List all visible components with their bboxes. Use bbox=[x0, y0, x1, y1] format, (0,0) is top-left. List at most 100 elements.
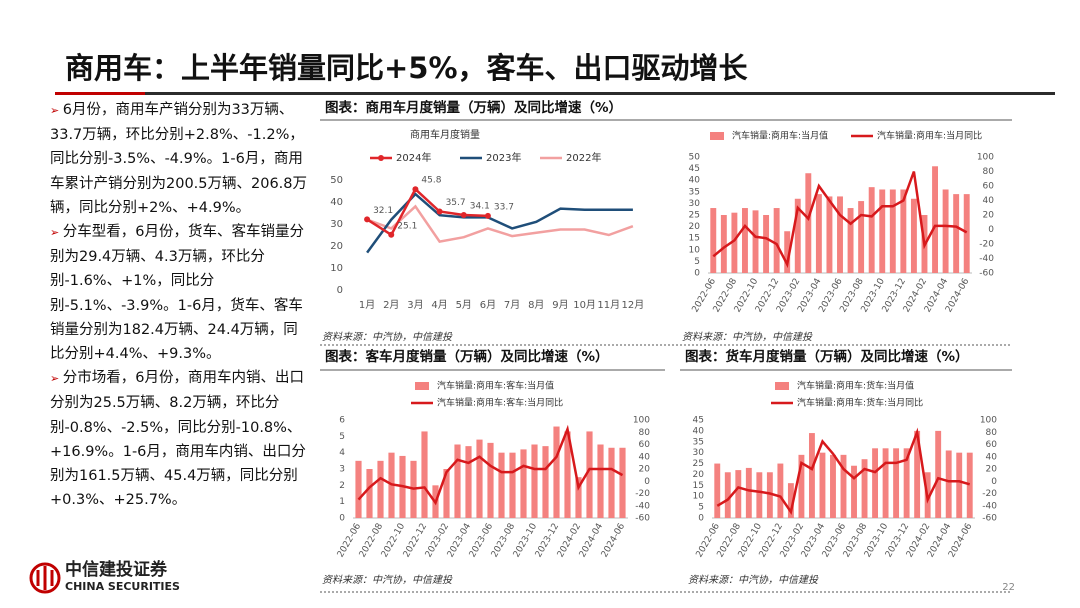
bar bbox=[756, 472, 763, 518]
bar bbox=[742, 208, 748, 273]
y2-tick-label: 80 bbox=[983, 167, 995, 177]
y-tick-label: 3 bbox=[339, 465, 345, 475]
y-tick-label: 0 bbox=[698, 514, 704, 524]
bar bbox=[443, 469, 450, 518]
y-tick-label: 20 bbox=[693, 470, 705, 480]
source-note: 资料来源：中汽协，中信建投 bbox=[322, 331, 453, 343]
y2-tick-label: -20 bbox=[979, 240, 994, 250]
bar bbox=[879, 189, 886, 273]
y2-tick-label: 40 bbox=[983, 196, 995, 206]
bar bbox=[714, 463, 721, 518]
title-accent bbox=[55, 92, 145, 95]
y2-tick-label: -40 bbox=[979, 254, 994, 264]
bar bbox=[735, 470, 742, 518]
y-tick-label: 10 bbox=[330, 263, 343, 274]
y2-tick-label: -40 bbox=[982, 501, 997, 511]
legend-label: 汽车销量:商用车:货车:当月同比 bbox=[797, 397, 923, 409]
y2-tick-label: 60 bbox=[983, 182, 995, 192]
y-tick-label: 10 bbox=[693, 492, 705, 502]
bullet: 分市场看，6月份，商用车内销、出口分别为25.5万辆、8.2万辆，环比分别-0.… bbox=[50, 366, 312, 512]
point bbox=[460, 211, 467, 218]
y-tick-label: 20 bbox=[689, 222, 701, 232]
bar bbox=[903, 448, 910, 518]
bar bbox=[910, 198, 917, 273]
y-tick-label: 25 bbox=[693, 459, 704, 469]
bar bbox=[830, 454, 836, 518]
bar bbox=[945, 450, 952, 518]
y-tick-label: 35 bbox=[693, 437, 704, 447]
y2-tick-label: 20 bbox=[986, 465, 998, 475]
x-tick-label: 12月 bbox=[622, 299, 645, 311]
legend-label: 2024年 bbox=[396, 151, 431, 164]
bar bbox=[752, 210, 759, 273]
bullet: 分车型看，6月份，货车、客车销量分别为29.4万辆、4.3万辆，环比分别-1.6… bbox=[50, 220, 312, 366]
line bbox=[366, 204, 634, 243]
bar bbox=[498, 452, 505, 518]
y2-tick-label: 80 bbox=[986, 428, 998, 438]
bar bbox=[766, 472, 773, 518]
y2-tick-label: 20 bbox=[983, 211, 995, 221]
bar bbox=[851, 465, 857, 518]
bar bbox=[608, 447, 615, 518]
logo-name: 中信建投证券 bbox=[65, 559, 168, 580]
bar bbox=[942, 189, 949, 273]
y2-tick-label: 60 bbox=[986, 440, 998, 450]
bar bbox=[575, 477, 582, 518]
bar bbox=[355, 460, 362, 518]
y2-tick-label: -60 bbox=[635, 514, 650, 524]
bar bbox=[531, 444, 538, 518]
bar bbox=[710, 208, 717, 273]
chart-caption: 图表：货车月度销量（万辆）及同比增速（%） bbox=[685, 348, 969, 365]
x-tick-label: 11月 bbox=[597, 299, 620, 311]
data-label: 25.1 bbox=[397, 221, 417, 231]
y-tick-label: 45 bbox=[689, 164, 700, 174]
point bbox=[412, 186, 419, 193]
y2-tick-label: 0 bbox=[644, 477, 650, 487]
y-tick-label: 30 bbox=[330, 219, 343, 230]
y-tick-label: 5 bbox=[339, 432, 345, 442]
bar bbox=[935, 430, 942, 518]
y-tick-label: 15 bbox=[689, 234, 700, 244]
y-tick-label: 40 bbox=[330, 197, 343, 208]
legend-swatch bbox=[378, 155, 384, 161]
legend-label: 汽车销量:商用车:货车:当月值 bbox=[797, 380, 914, 392]
y2-tick-label: -60 bbox=[982, 514, 997, 524]
y-tick-label: 0 bbox=[339, 514, 345, 524]
data-label: 34.1 bbox=[470, 201, 490, 211]
y2-tick-label: -20 bbox=[982, 489, 997, 499]
x-tick-label: 7月 bbox=[504, 299, 520, 311]
legend-label: 汽车销量:商用车:客车:当月值 bbox=[437, 380, 554, 392]
x-tick-label: 8月 bbox=[528, 299, 544, 311]
bar bbox=[777, 463, 784, 518]
legend-label: 汽车销量:商用车:当月同比 bbox=[877, 130, 982, 142]
y2-tick-label: 0 bbox=[988, 225, 994, 235]
x-tick-label: 2月 bbox=[383, 299, 399, 311]
y-tick-label: 20 bbox=[330, 241, 343, 252]
bar bbox=[377, 460, 384, 518]
chart-caption: 图表：商用车月度销量（万辆）及同比增速（%） bbox=[325, 99, 622, 116]
bar bbox=[763, 215, 770, 273]
y-tick-label: 2 bbox=[339, 481, 345, 491]
y-tick-label: 5 bbox=[698, 503, 704, 513]
chart-caption: 图表：客车月度销量（万辆）及同比增速（%） bbox=[325, 348, 609, 365]
bar bbox=[914, 430, 921, 518]
legend-label: 汽车销量:商用车:客车:当月同比 bbox=[437, 397, 563, 409]
bar bbox=[808, 433, 815, 518]
bar bbox=[520, 449, 527, 518]
x-tick-label: 6月 bbox=[480, 299, 496, 311]
bar bbox=[956, 452, 963, 518]
title-rule bbox=[55, 92, 1055, 95]
bar bbox=[893, 448, 900, 518]
bar bbox=[889, 189, 896, 273]
y2-tick-label: 20 bbox=[639, 465, 651, 475]
bar bbox=[724, 472, 731, 518]
y2-tick-label: 40 bbox=[986, 452, 998, 462]
y-tick-label: 0 bbox=[337, 285, 343, 296]
y2-tick-label: 40 bbox=[639, 452, 651, 462]
point bbox=[484, 212, 491, 219]
point bbox=[436, 208, 443, 215]
line bbox=[716, 427, 971, 516]
bar bbox=[787, 483, 794, 518]
y-tick-label: 5 bbox=[694, 257, 700, 267]
y2-tick-label: 80 bbox=[639, 428, 651, 438]
